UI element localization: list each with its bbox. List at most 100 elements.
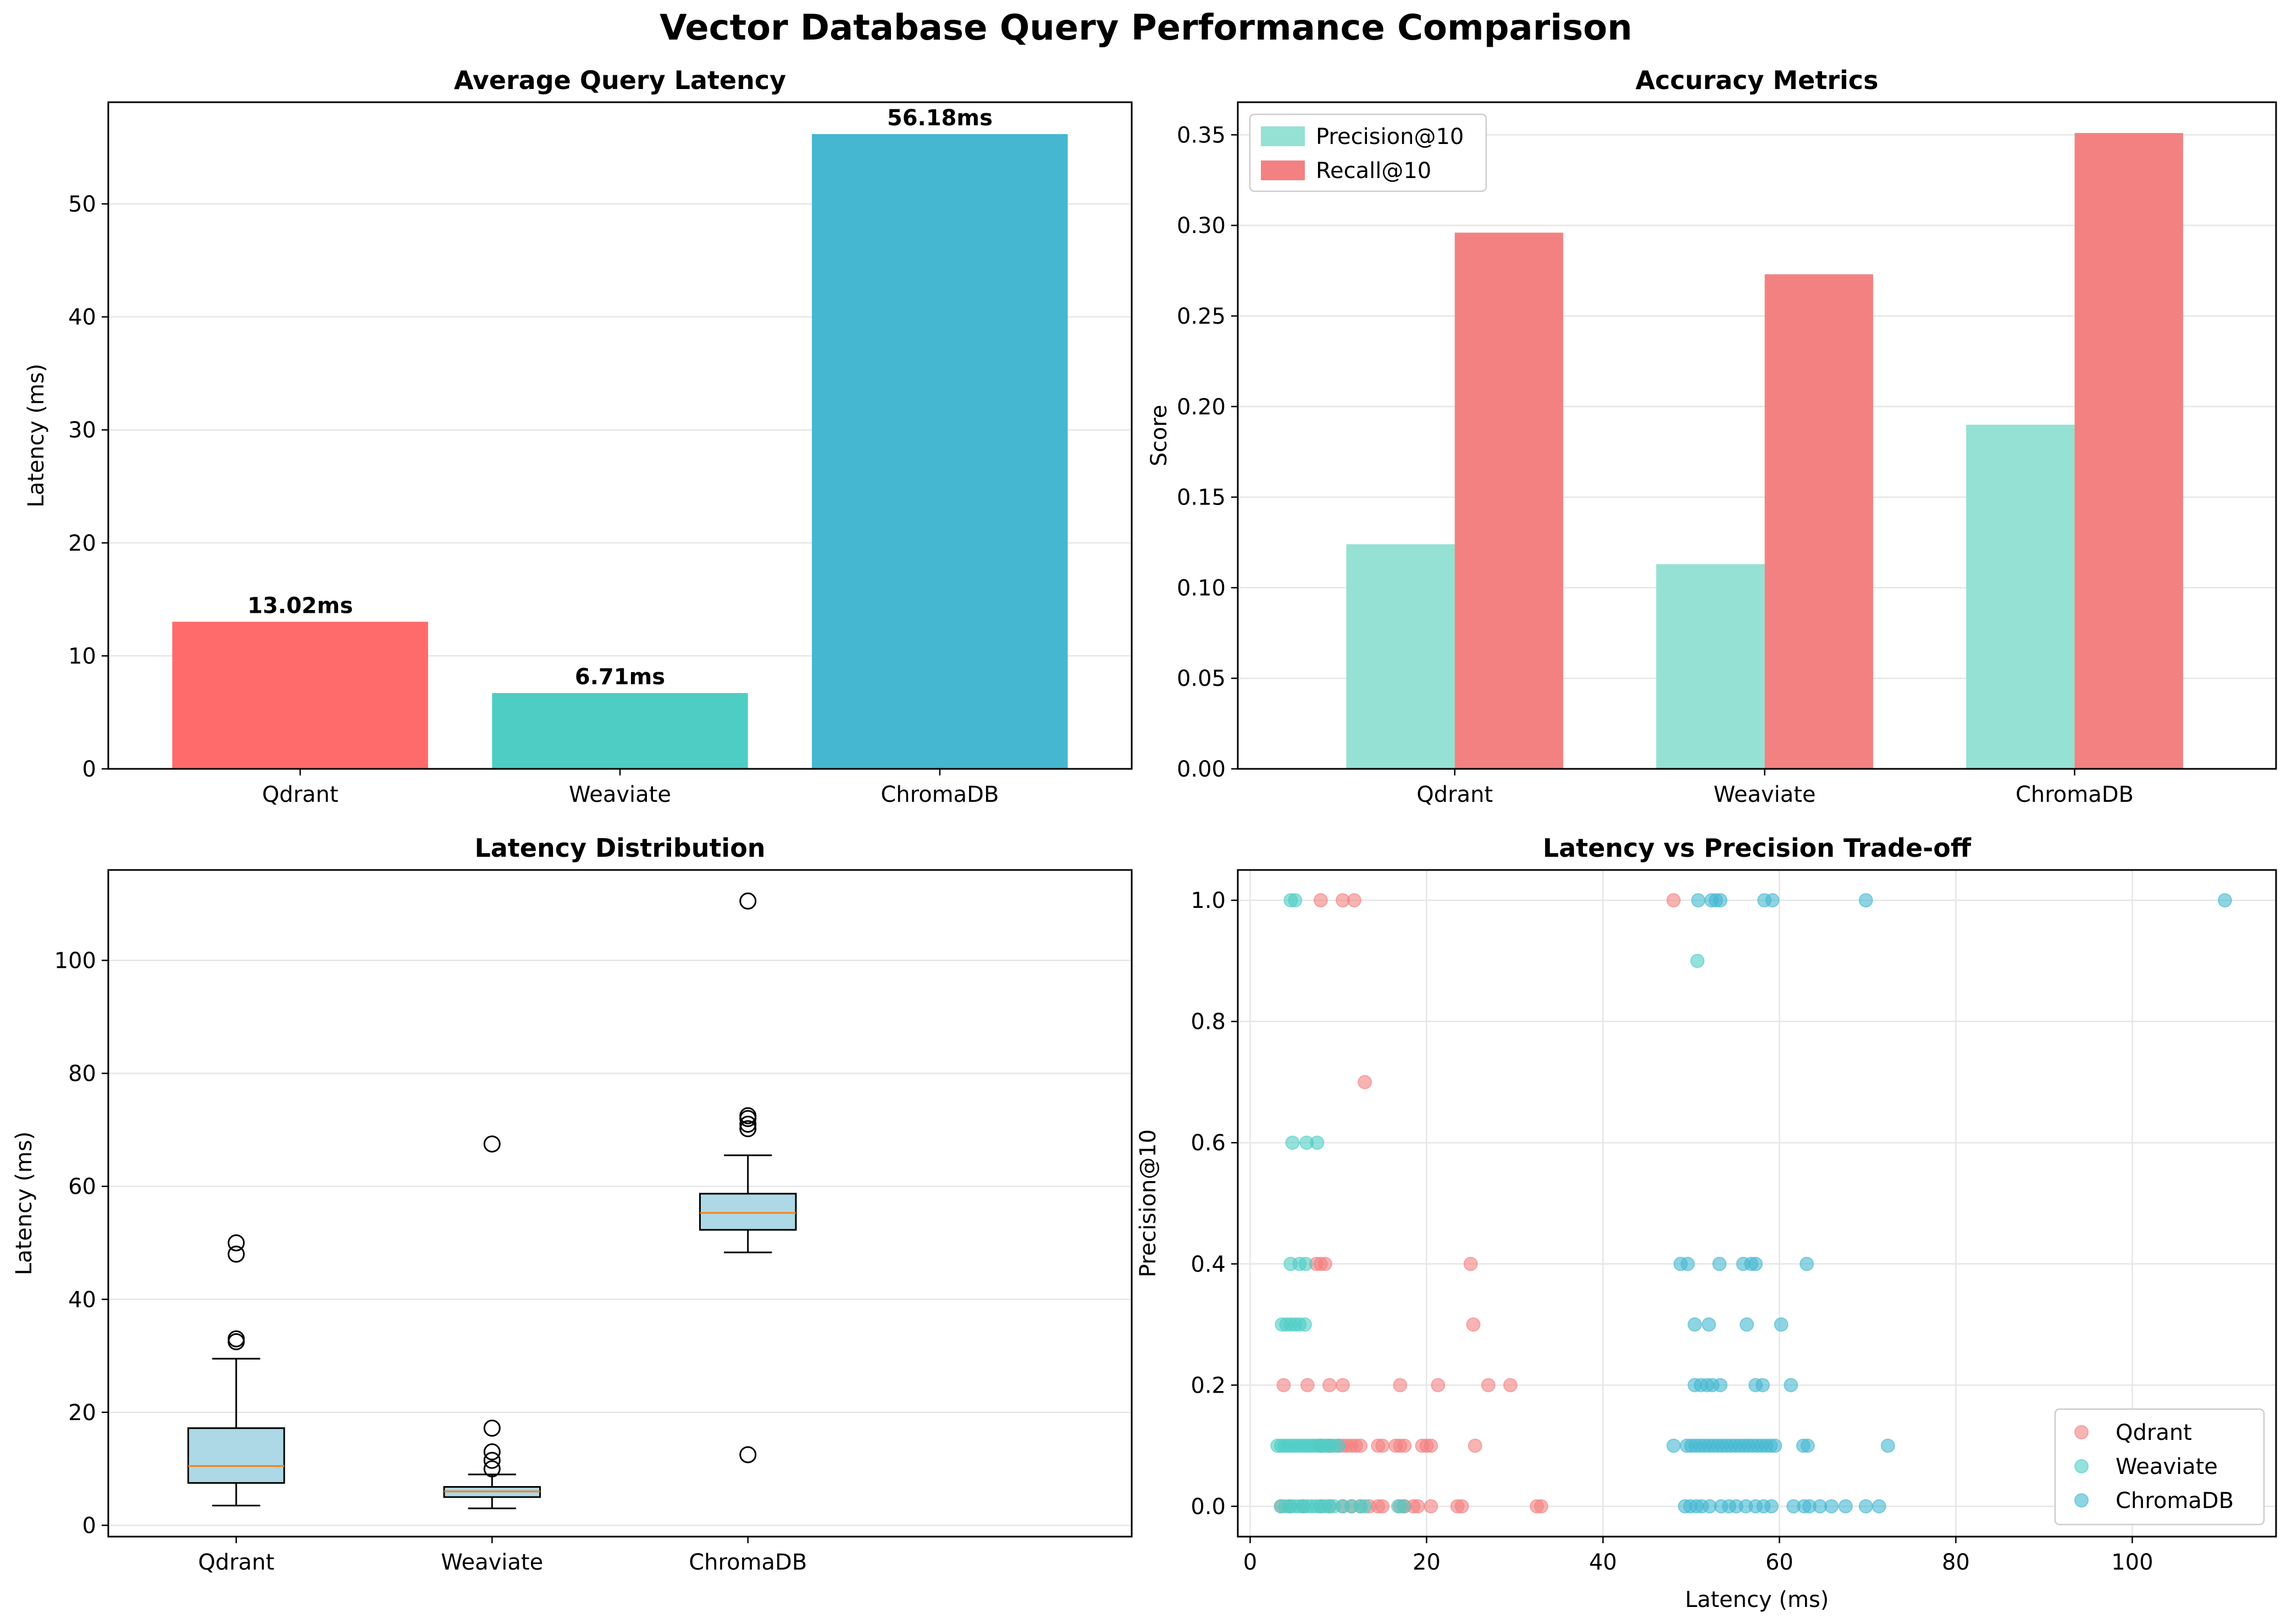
scatter-point-qdrant <box>1358 1074 1372 1089</box>
y-axis-label: Latency (ms) <box>12 1132 37 1276</box>
outlier-point-chromadb <box>739 1107 757 1124</box>
scatter-point-qdrant <box>1481 1378 1496 1393</box>
x-tick-label-chromadb: ChromaDB <box>689 1550 807 1575</box>
outlier-point-weaviate <box>483 1460 501 1478</box>
y-tick-label: 0.0 <box>1191 1494 1226 1520</box>
scatter-point-chromadb <box>1838 1499 1853 1514</box>
scatter-point-qdrant <box>1313 893 1328 908</box>
x-tick-label-qdrant: Qdrant <box>1416 782 1493 807</box>
scatter-point-chromadb <box>1858 1499 1873 1514</box>
box-chromadb <box>699 1193 797 1231</box>
legend-label-precision-10: Precision@10 <box>1316 124 1464 149</box>
bar-value-label-weaviate: 6.71ms <box>575 664 665 690</box>
figure-title: Vector Database Query Performance Compar… <box>660 8 1632 48</box>
y-tick-label: 0 <box>82 1513 96 1538</box>
outlier-point-qdrant <box>228 1234 245 1251</box>
x-tick-label: 40 <box>1589 1550 1617 1575</box>
axes-frame <box>1237 869 2277 1538</box>
bar-value-label-chromadb: 56.18ms <box>887 106 993 131</box>
panel-title: Accuracy Metrics <box>1636 65 1879 95</box>
legend-marker-chromadb <box>2074 1493 2089 1507</box>
y-tick-label: 60 <box>68 1174 96 1200</box>
outlier-point-qdrant <box>228 1245 245 1263</box>
x-tick-label-qdrant: Qdrant <box>262 782 339 807</box>
y-tick-label: 0.05 <box>1177 666 1226 691</box>
y-axis-label: Score <box>1147 404 1172 466</box>
outlier-point-qdrant <box>228 1330 245 1348</box>
y-tick-label: 0.10 <box>1177 575 1226 601</box>
scatter-point-weaviate <box>1310 1135 1325 1150</box>
scatter-point-weaviate <box>1331 1438 1346 1453</box>
axes-frame <box>107 101 1133 770</box>
scatter-point-qdrant <box>1454 1499 1469 1514</box>
scatter-point-chromadb <box>1713 893 1728 908</box>
scatter-point-weaviate <box>1288 893 1303 908</box>
panel-title: Average Query Latency <box>454 65 786 95</box>
bar-recall-10-chromadb <box>2074 133 2183 769</box>
scatter-point-chromadb <box>1691 893 1706 908</box>
bar-weaviate <box>492 693 748 769</box>
scatter-point-chromadb <box>1713 1378 1728 1393</box>
legend-swatch-recall-10 <box>1261 160 1305 180</box>
x-axis-label: Latency (ms) <box>1685 1587 1829 1612</box>
outlier-point-chromadb <box>739 893 757 910</box>
bar-precision-10-weaviate <box>1656 564 1765 769</box>
scatter-point-qdrant <box>1353 1438 1368 1453</box>
scatter-point-chromadb <box>1800 1438 1815 1453</box>
scatter-point-chromadb <box>1680 1256 1695 1271</box>
scatter-point-chromadb <box>1666 1438 1681 1453</box>
scatter-point-chromadb <box>1784 1378 1798 1393</box>
scatter-point-qdrant <box>1375 1438 1390 1453</box>
axes-frame <box>1237 101 2277 770</box>
scatter-point-qdrant <box>1534 1499 1549 1514</box>
y-tick-label: 0.20 <box>1177 395 1226 420</box>
x-tick-label: 100 <box>2111 1550 2153 1575</box>
scatter-point-chromadb <box>1712 1256 1727 1271</box>
legend-label-recall-10: Recall@10 <box>1316 158 1431 184</box>
scatter-point-qdrant <box>1666 893 1681 908</box>
bar-recall-10-weaviate <box>1764 274 1873 769</box>
scatter-point-qdrant <box>1503 1378 1518 1393</box>
scatter-point-chromadb <box>1765 893 1780 908</box>
x-tick-label-chromadb: ChromaDB <box>2016 782 2134 807</box>
scatter-point-qdrant <box>1463 1256 1478 1271</box>
bar-chromadb <box>812 134 1068 769</box>
y-tick-label: 0.4 <box>1191 1252 1226 1277</box>
scatter-point-chromadb <box>1872 1499 1886 1514</box>
bar-precision-10-qdrant <box>1346 544 1455 769</box>
y-tick-label: 0 <box>82 757 96 782</box>
scatter-point-chromadb <box>1858 893 1873 908</box>
legend-marker-qdrant <box>2074 1425 2089 1439</box>
scatter-point-chromadb <box>1764 1499 1779 1514</box>
y-tick-label: 50 <box>68 192 96 217</box>
tradeoff-scatter-panel: 0.0 0.2 0.4 0.6 0.8 1.0 Latency vs Precision T… <box>1136 833 2277 1612</box>
scatter-point-qdrant <box>1466 1317 1481 1332</box>
outlier-point-weaviate <box>483 1443 501 1461</box>
scatter-point-qdrant <box>1322 1378 1337 1393</box>
outlier-point-weaviate <box>483 1451 501 1469</box>
legend-label-chromadb: ChromaDB <box>2116 1488 2234 1514</box>
y-tick-label: 0.15 <box>1177 485 1226 511</box>
y-tick-label: 40 <box>68 305 96 330</box>
scatter-point-chromadb <box>1774 1317 1789 1332</box>
outlier-point-weaviate <box>483 1135 501 1153</box>
scatter-point-qdrant <box>1393 1378 1408 1393</box>
x-tick-label: 20 <box>1413 1550 1441 1575</box>
outlier-point-weaviate <box>483 1420 501 1437</box>
scatter-point-chromadb <box>1755 1378 1770 1393</box>
scatter-point-chromadb <box>1748 1256 1763 1271</box>
bar-recall-10-qdrant <box>1454 232 1564 769</box>
y-tick-label: 0.35 <box>1177 123 1226 148</box>
y-tick-label: 40 <box>68 1287 96 1312</box>
legend-label-qdrant: Qdrant <box>2116 1420 2192 1445</box>
legend-label-weaviate: Weaviate <box>2116 1454 2218 1479</box>
scatter-point-weaviate <box>1358 1499 1372 1514</box>
y-axis-label: Precision@10 <box>1136 1129 1161 1277</box>
outlier-point-chromadb <box>739 1446 757 1464</box>
legend-swatch-precision-10 <box>1261 126 1305 146</box>
scatter-point-weaviate <box>1396 1499 1411 1514</box>
accuracy-bar-panel: 0.00 0.05 0.10 0.15 0.20 0.25 0.30 0.35 Accuracy… <box>1147 65 2277 807</box>
panel-title: Latency vs Precision Trade-off <box>1543 833 1972 863</box>
x-tick-label-chromadb: ChromaDB <box>881 782 999 807</box>
legend-marker-weaviate <box>2074 1459 2089 1473</box>
